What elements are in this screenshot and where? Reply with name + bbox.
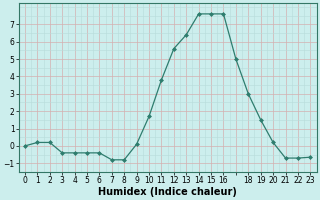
X-axis label: Humidex (Indice chaleur): Humidex (Indice chaleur) [98, 187, 237, 197]
